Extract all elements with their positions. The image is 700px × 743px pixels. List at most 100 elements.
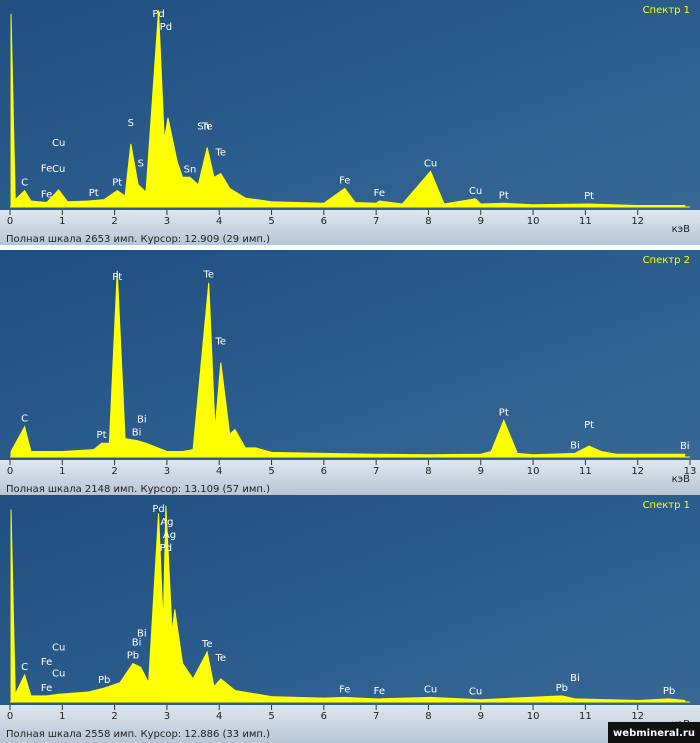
x-unit: кэВ: [672, 224, 691, 235]
x-tick-label: 1: [59, 466, 65, 477]
x-tick-label: 7: [373, 466, 379, 477]
peak-label: Pt: [499, 407, 509, 418]
chart-title: Спектр 1: [643, 5, 690, 16]
peak-label: Te: [215, 337, 227, 348]
x-tick-label: 8: [425, 216, 431, 227]
peak-label: Sn: [197, 122, 210, 133]
peak-label: Te: [215, 148, 227, 159]
status: Полная шкала 2558 имп. Курсор: 12.886 (3…: [6, 729, 270, 740]
x-tick-label: 7: [373, 216, 379, 227]
peak-label: Pd: [160, 543, 172, 554]
peak-label: Pd: [152, 9, 164, 20]
x-tick-label: 4: [216, 216, 222, 227]
peak-label: Cu: [424, 158, 437, 169]
x-unit: кэВ: [672, 474, 691, 485]
peak-label: Fe: [374, 188, 385, 199]
x-tick-label: 11: [579, 711, 592, 722]
x-tick-label: 3: [164, 466, 170, 477]
x-tick-label: 6: [321, 711, 327, 722]
x-tick-label: 6: [321, 466, 327, 477]
peak-label: Fe: [41, 190, 52, 201]
x-tick-label: 1: [59, 216, 65, 227]
x-tick-label: 8: [425, 711, 431, 722]
peak-label: S: [138, 159, 144, 170]
x-tick-label: 4: [216, 466, 222, 477]
peak-label: Pd: [160, 22, 172, 33]
x-tick-label: 9: [478, 711, 484, 722]
peak-label: Ag: [160, 517, 173, 528]
x-tick-label: 0: [7, 711, 13, 722]
axis-strip: [0, 705, 700, 743]
peak-label: Pt: [584, 191, 594, 202]
spectrum: [10, 505, 686, 703]
peak-label: Te: [215, 653, 227, 664]
x-tick-label: 0: [7, 466, 13, 477]
peak-label: Pt: [112, 178, 122, 189]
x-tick-label: 5: [268, 216, 274, 227]
peak-label: C: [21, 414, 28, 425]
x-tick-label: 2: [111, 711, 117, 722]
x-tick-label: 7: [373, 711, 379, 722]
x-tick-label: 10: [527, 216, 540, 227]
peak-label: Te: [202, 270, 214, 281]
x-tick-label: 4: [216, 711, 222, 722]
x-tick-label: 3: [164, 216, 170, 227]
peak-label: Te: [201, 639, 213, 650]
peak-label: Pt: [584, 420, 594, 431]
peak-label: Cu: [52, 642, 65, 653]
status: Полная шкала 2148 имп. Курсор: 13.109 (5…: [6, 484, 270, 495]
x-tick-label: 12: [631, 711, 644, 722]
spectrum: [10, 270, 686, 458]
x-tick-label: 9: [478, 216, 484, 227]
x-tick-label: 10: [527, 466, 540, 477]
x-tick-label: 11: [579, 216, 592, 227]
peak-label: Fe: [374, 686, 385, 697]
x-tick-label: 1: [59, 711, 65, 722]
peak-label: Pt: [112, 272, 122, 283]
plot-background: [0, 250, 700, 495]
peak-label: Bi: [137, 414, 147, 425]
peak-label: Bi: [132, 637, 142, 648]
spectrum: [10, 10, 686, 208]
chart-title: Спектр 2: [643, 255, 690, 266]
peak-label: Cu: [469, 687, 482, 698]
axis-strip: [0, 210, 700, 245]
peak-label: Pt: [89, 188, 99, 199]
axis-strip: [0, 460, 700, 495]
x-tick-label: 5: [268, 466, 274, 477]
x-tick-label: 3: [164, 711, 170, 722]
peak-label: Pb: [127, 650, 139, 661]
peak-label: Cu: [52, 138, 65, 149]
x-tick-label: 2: [111, 466, 117, 477]
peak-label: C: [21, 178, 28, 189]
peak-label: C: [21, 662, 28, 673]
peak-label: Te: [201, 122, 213, 133]
peak-label: S: [128, 118, 134, 129]
peak-label: Sn: [184, 164, 197, 175]
peak-label: Cu: [52, 164, 65, 175]
peak-label: Ag: [163, 530, 176, 541]
status: Полная шкала 2653 имп. Курсор: 12.909 (2…: [6, 234, 270, 245]
x-tick-label: 13: [684, 466, 697, 477]
peak-label: Pb: [98, 675, 110, 686]
x-tick-label: 0: [7, 216, 13, 227]
peak-label: Pb: [556, 683, 568, 694]
peak-label: Fe: [41, 683, 52, 694]
peak-label: Bi: [137, 628, 147, 639]
peak-label: Pd: [152, 504, 164, 515]
watermark: webmineral.ru: [613, 728, 695, 739]
peak-label: Bi: [570, 673, 580, 684]
x-tick-label: 2: [111, 216, 117, 227]
x-tick-label: 8: [425, 466, 431, 477]
x-tick-label: 11: [579, 466, 592, 477]
peak-label: Cu: [424, 684, 437, 695]
chart-title: Спектр 1: [643, 500, 690, 511]
peak-label: Bi: [680, 441, 690, 452]
peak-label: Pt: [97, 430, 107, 441]
x-tick-label: 6: [321, 216, 327, 227]
peak-label: Fe: [339, 175, 350, 186]
peak-label: Cu: [469, 186, 482, 197]
x-tick-label: 9: [478, 466, 484, 477]
